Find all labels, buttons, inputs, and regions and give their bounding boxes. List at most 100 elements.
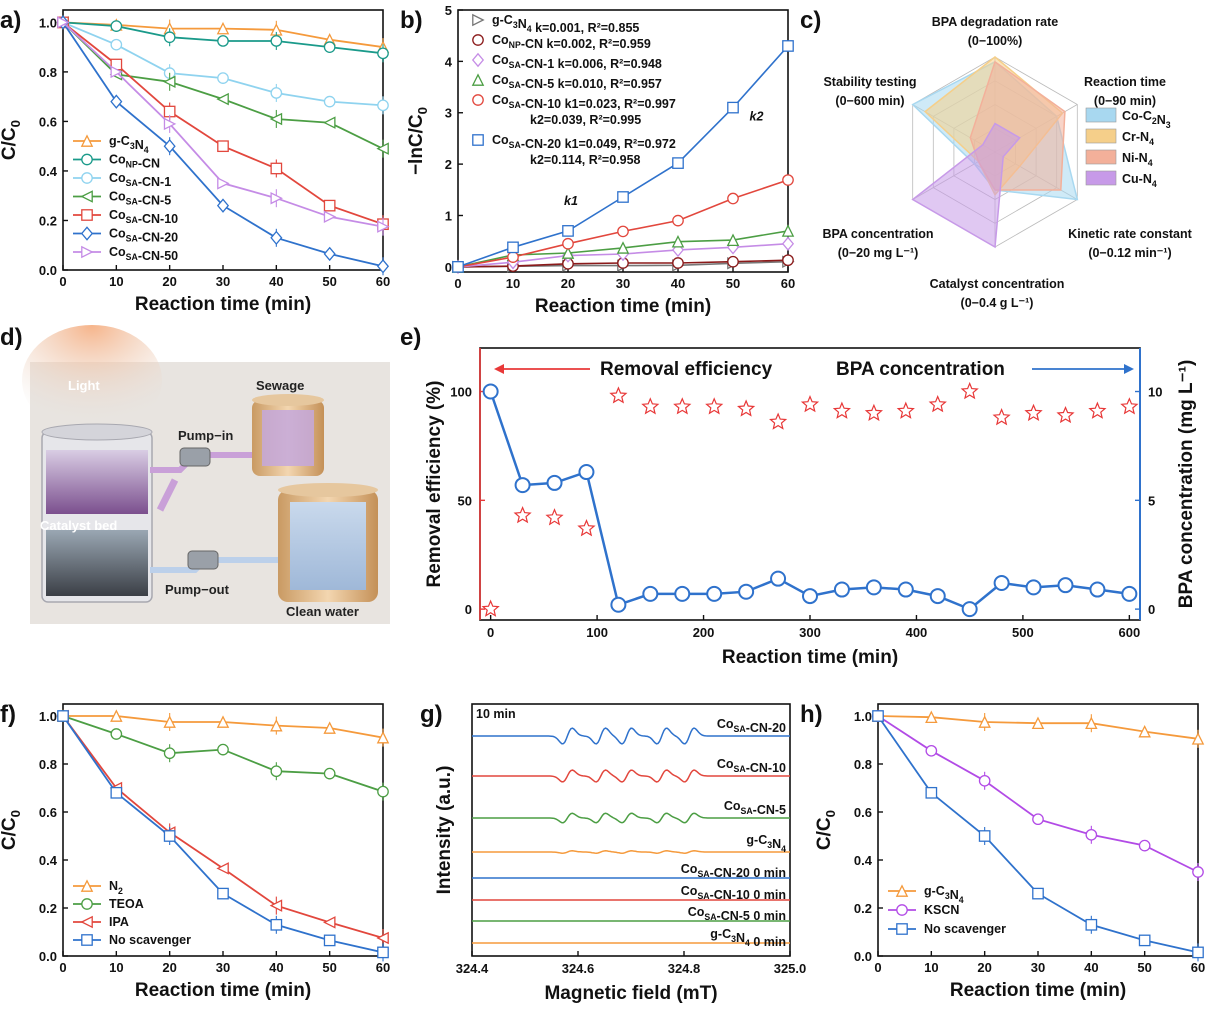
photo-label-clean-water: Clean water — [286, 604, 359, 619]
data-point — [376, 259, 390, 274]
y-tick-label-left: 100 — [450, 385, 472, 400]
data-point — [110, 709, 123, 722]
x-tick-label: 0 — [487, 625, 494, 640]
sewage-liquid — [262, 410, 314, 466]
y-tick-label: 0.8 — [39, 757, 57, 772]
data-point — [671, 235, 685, 248]
data-point — [452, 261, 464, 273]
data-point — [57, 16, 70, 29]
data-point — [616, 241, 630, 254]
x-tick-label: 400 — [906, 625, 928, 640]
legend-marker — [81, 209, 93, 221]
data-point — [561, 246, 575, 259]
data-point-bpa — [482, 383, 499, 400]
data-point-bpa — [674, 585, 691, 602]
legend-label-2: k2=0.114, R²=0.958 — [530, 153, 641, 167]
legend-label: CoSA-CN-20 — [109, 227, 178, 245]
data-point — [507, 241, 519, 254]
data-point — [727, 101, 739, 114]
data-point-removal — [960, 381, 979, 400]
data-point-removal — [545, 508, 564, 526]
data-point — [323, 721, 336, 734]
data-point-bpa — [642, 585, 659, 602]
radar-axis-range: (0−100%) — [968, 34, 1023, 48]
data-point — [270, 35, 283, 47]
data-point — [925, 710, 938, 724]
data-point — [216, 198, 230, 213]
chart-f: 0 10 20 30 40 50 60 0.0 0.2 0.4 0.6 0.8 1.0 Reaction … — [0, 703, 390, 1001]
y-axis-label: C/C0 — [0, 810, 23, 850]
legend-label-2: k2=0.039, R²=0.995 — [530, 113, 641, 127]
x-tick-label: 40 — [269, 960, 283, 975]
panel-label-g: g) — [420, 701, 443, 728]
data-point — [1085, 828, 1098, 841]
y-tick-label: 4 — [445, 54, 453, 69]
epr-trace — [472, 727, 790, 745]
x-tick-label: 100 — [586, 625, 608, 640]
data-point — [1032, 813, 1044, 826]
data-point — [110, 728, 123, 740]
x-tick-label: 0 — [59, 274, 66, 289]
epr-trace — [472, 850, 790, 854]
x-tick-label: 60 — [1191, 960, 1205, 975]
legend-marker — [80, 190, 93, 203]
data-point — [617, 191, 629, 203]
pump-in-shape — [179, 447, 211, 467]
y-tick-label: 0.2 — [39, 213, 57, 228]
data-point — [507, 251, 519, 263]
data-point-removal — [705, 397, 724, 415]
data-point — [1031, 716, 1045, 730]
y-axis-label: C/C0 — [0, 120, 23, 160]
y-axis-label-left: Removal efficiency (%) — [424, 381, 445, 588]
legend-label: TEOA — [109, 897, 144, 911]
data-point — [562, 237, 574, 250]
data-point — [270, 718, 283, 732]
data-point — [562, 225, 574, 237]
radar-axis-label: Kinetic rate constant — [1068, 227, 1192, 241]
data-point — [727, 255, 739, 268]
data-point-bpa — [833, 581, 850, 598]
data-point-removal — [800, 395, 820, 413]
trace-label: CoSA-CN-20 0 min — [681, 862, 786, 880]
data-point — [925, 744, 938, 757]
data-point — [377, 946, 389, 959]
radar-axis-range: (0−600 min) — [835, 94, 904, 108]
legend-label: CoSA-CN-20 k1=0.049, R²=0.972 — [492, 133, 676, 151]
y-tick-label: 0.0 — [39, 949, 57, 964]
data-point — [1192, 866, 1204, 878]
x-tick-label: 50 — [1137, 960, 1151, 975]
y-tick-label: 3 — [445, 106, 452, 121]
legend-label: Cu-N4 — [1122, 172, 1157, 189]
data-point — [1191, 732, 1205, 745]
y-tick-label: 1.0 — [39, 15, 57, 30]
data-point — [163, 715, 176, 728]
y-tick-label-right: 10 — [1148, 385, 1162, 400]
purple-liquid — [46, 450, 148, 514]
legend-label: CoSA-CN-50 — [109, 245, 178, 263]
legend-marker — [80, 915, 93, 929]
data-point — [163, 830, 176, 842]
data-point-bpa — [1089, 581, 1106, 598]
pump-out-shape — [187, 550, 219, 570]
annotation-time: 10 min — [476, 707, 516, 721]
data-point — [323, 210, 337, 224]
legend-label: Co-C2N3 — [1122, 109, 1171, 130]
legend-label: Cr-N4 — [1122, 130, 1154, 147]
x-tick-label: 20 — [162, 960, 176, 975]
data-point-removal — [1088, 401, 1107, 419]
legend-marker — [81, 153, 93, 166]
x-tick-label: 40 — [671, 276, 685, 291]
data-point — [323, 199, 336, 212]
radar-series — [911, 122, 1021, 249]
trace-label: CoSA-CN-5 0 min — [688, 905, 786, 923]
y-tick-label: 0.6 — [39, 114, 57, 129]
data-point — [270, 230, 283, 246]
y-tick-label: 0.0 — [39, 263, 57, 278]
y-tick-label-right: 0 — [1148, 602, 1155, 617]
chart-b: 0 10 20 30 40 50 60 0 1 2 3 4 5 Reaction time (min) −l… — [406, 3, 795, 317]
data-point — [377, 785, 389, 798]
data-point — [270, 765, 283, 778]
legend-label: KSCN — [924, 903, 959, 917]
legend-marker — [472, 94, 484, 106]
